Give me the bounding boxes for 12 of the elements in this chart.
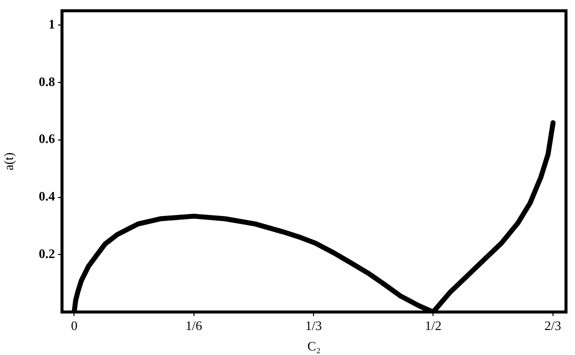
x-axis-title: C₂ bbox=[307, 338, 321, 354]
y-tick-label: 0.2 bbox=[38, 246, 55, 261]
x-tick-label: 2/3 bbox=[544, 318, 562, 334]
x-tick-label: 0 bbox=[70, 318, 78, 334]
y-tick-label: 0.4 bbox=[38, 188, 56, 204]
y-axis-title: a(t) bbox=[1, 152, 16, 170]
x-tick-label: 1/3 bbox=[305, 318, 322, 334]
x-tick-label: 1/6 bbox=[186, 318, 203, 334]
x-tick-label: 1/2 bbox=[424, 318, 442, 334]
y-tick-label: 0.6 bbox=[38, 131, 56, 146]
y-tick-label: 1 bbox=[48, 16, 55, 32]
y-tick-label: 0.8 bbox=[38, 74, 56, 89]
